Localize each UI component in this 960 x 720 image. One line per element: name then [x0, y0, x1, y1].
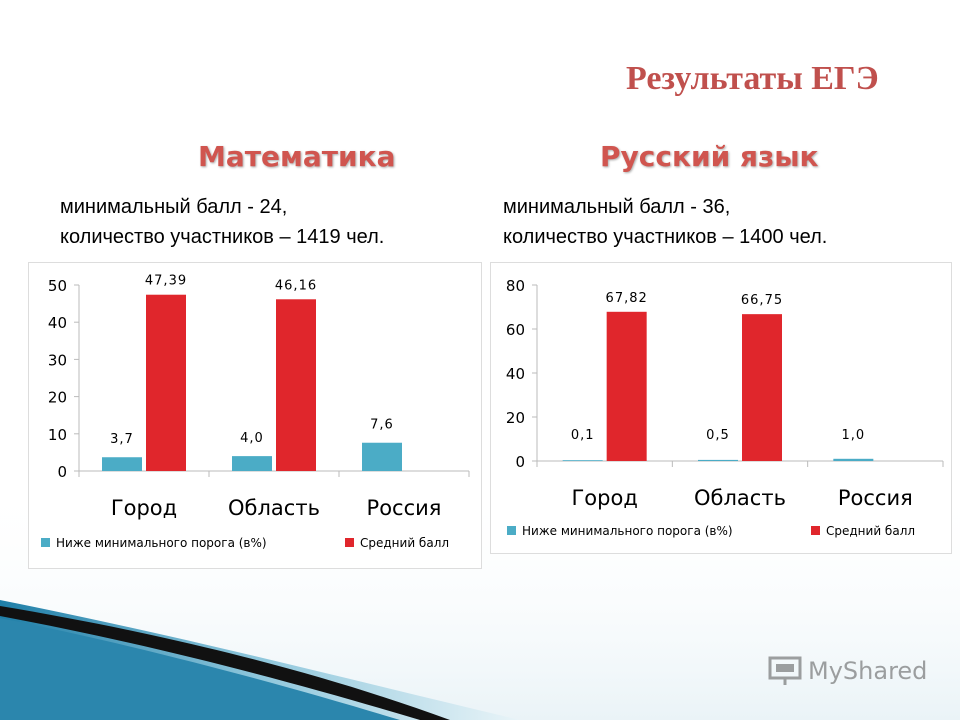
- data-label: 0,5: [706, 428, 730, 443]
- presentation-icon: [768, 656, 802, 685]
- legend-swatch: [811, 526, 820, 535]
- russian-chart: 0 20 40 60 80 0,1 67,82 Город 0,5 66,75 Область 1,0…: [506, 277, 944, 538]
- bar-below-threshold: [362, 442, 402, 471]
- data-label: 46,16: [275, 278, 317, 293]
- category-label: Область: [228, 496, 320, 520]
- slide-title: Результаты ЕГЭ: [626, 60, 879, 97]
- russian-min-score: минимальный балл - 36,: [503, 196, 731, 218]
- russian-chart-frame: 0 20 40 60 80 0,1 67,82 Город 0,5 66,75 Область 1,0…: [490, 262, 952, 554]
- y-tick-label: 0: [515, 453, 525, 471]
- legend-swatch: [507, 526, 516, 535]
- y-tick-label: 30: [48, 351, 67, 369]
- logo-text: MyShared: [808, 657, 928, 685]
- math-participants: количество участников – 1419 чел.: [60, 226, 385, 248]
- y-tick-label: 40: [48, 314, 67, 332]
- legend-swatch: [345, 538, 354, 547]
- legend-swatch: [41, 538, 50, 547]
- category-label: Город: [111, 496, 177, 520]
- y-tick-label: 10: [48, 426, 67, 444]
- bar-below-threshold: [102, 457, 142, 471]
- y-tick-label: 20: [48, 389, 67, 407]
- bar-below-threshold: [833, 458, 874, 461]
- y-tick-label: 50: [48, 277, 67, 295]
- data-label: 0,1: [571, 428, 595, 443]
- y-tick-label: 0: [57, 463, 67, 481]
- bar-average-score: [742, 314, 782, 461]
- category-label: Область: [694, 486, 786, 510]
- bar-average-score: [606, 311, 647, 461]
- math-subject-title: Математика: [198, 140, 396, 173]
- y-tick-label: 60: [506, 321, 525, 339]
- math-chart: 0 10 20 30 40 50 3,7 47,39 Город 4,0 46,16 Область 7…: [41, 274, 470, 550]
- legend-label: Средний балл: [360, 536, 449, 550]
- bar-below-threshold: [562, 460, 603, 461]
- data-label: 3,7: [110, 432, 134, 447]
- legend-label: Ниже минимального порога (в%): [522, 524, 733, 538]
- data-label: 7,6: [370, 418, 394, 433]
- bar-below-threshold: [232, 456, 272, 471]
- myshared-logo: MyShared: [768, 656, 927, 686]
- russian-subject-title: Русский язык: [600, 140, 819, 173]
- data-label: 67,82: [606, 291, 648, 306]
- y-tick-label: 40: [506, 365, 525, 383]
- data-label: 47,39: [145, 274, 187, 289]
- category-label: Россия: [838, 486, 913, 510]
- y-tick-label: 80: [506, 277, 525, 295]
- data-label: 4,0: [240, 431, 264, 446]
- data-label: 1,0: [841, 428, 865, 443]
- math-min-score: минимальный балл - 24,: [60, 196, 288, 218]
- data-label: 66,75: [741, 293, 783, 308]
- legend-label: Средний балл: [826, 524, 915, 538]
- bar-average-score: [276, 299, 316, 471]
- y-tick-label: 20: [506, 409, 525, 427]
- legend-label: Ниже минимального порога (в%): [56, 536, 267, 550]
- math-chart-frame: 0 10 20 30 40 50 3,7 47,39 Город 4,0 46,16 Область 7…: [28, 262, 482, 569]
- category-label: Город: [571, 486, 637, 510]
- category-label: Россия: [367, 496, 442, 520]
- russian-participants: количество участников – 1400 чел.: [503, 226, 828, 248]
- bar-below-threshold: [698, 459, 738, 461]
- bar-average-score: [146, 294, 186, 471]
